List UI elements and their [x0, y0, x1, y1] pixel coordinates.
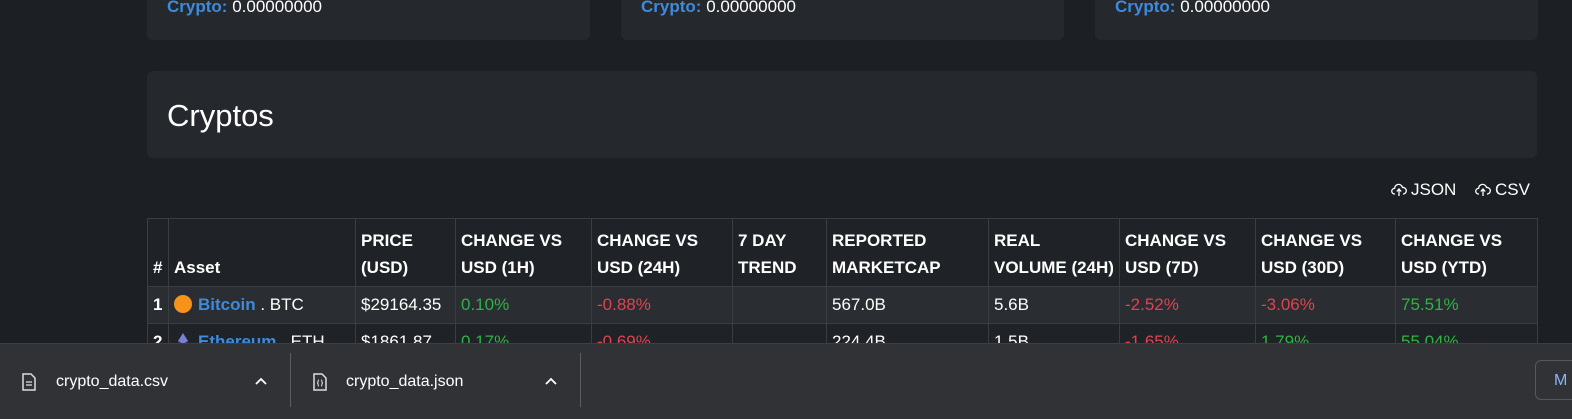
table-cell: 5.6B [988, 286, 1120, 324]
section-card: Cryptos [147, 71, 1537, 158]
table-cell [732, 286, 827, 324]
column-header: # [147, 218, 169, 287]
column-header: Asset [168, 218, 356, 287]
asset-name[interactable]: Bitcoin [198, 295, 256, 314]
cell-value: 1 [153, 295, 163, 314]
download-filename: crypto_data.csv [56, 372, 169, 390]
wallet-value: 0.00000000 [232, 0, 323, 16]
change-value: 75.51% [1401, 295, 1459, 314]
table-cell: $29164.35 [355, 286, 456, 324]
column-header: CHANGE VS USD (1H) [455, 218, 592, 287]
export-csv[interactable]: CSV [1475, 180, 1530, 200]
cloud-icon [1391, 183, 1407, 196]
wallet-label: Crypto: [1115, 0, 1176, 16]
change-value: 0.10% [461, 295, 510, 314]
change-value: -2.52% [1125, 295, 1179, 314]
wallet-card: Crypto: 0.00000000 [147, 0, 590, 40]
change-value: -0.88% [597, 295, 651, 314]
download-filename: crypto_data.json [346, 372, 464, 390]
file-icon [313, 372, 327, 391]
table-cell: -2.52% [1119, 286, 1256, 324]
cell-value: 567.0B [832, 295, 886, 314]
column-header: REPORTED MARKETCAP [826, 218, 989, 287]
table-cell: Bitcoin . BTC [168, 286, 356, 324]
header-row: # Asset PRICE (USD) CHANGE VS USD (1H) CHANG… [147, 218, 1538, 287]
table-cell: -3.06% [1255, 286, 1396, 324]
separator [580, 353, 581, 407]
crypto-table: # Asset PRICE (USD) CHANGE VS USD (1H) CHANG… [147, 218, 1538, 361]
cell-value: 5.6B [994, 295, 1029, 314]
column-header: CHANGE VS USD (YTD) [1395, 218, 1538, 287]
download-bar: crypto_data.csv crypto_data.json M [0, 343, 1572, 419]
table-row: 1 Bitcoin . BTC $29164.35 0.10% -0.88% 567.0B… [147, 286, 1538, 324]
download-item[interactable]: crypto_data.json [313, 344, 463, 419]
cell-value: $29164.35 [361, 295, 442, 314]
export-label: CSV [1495, 180, 1530, 199]
table-cell: 0.10% [455, 286, 592, 324]
cell-value: 2 [153, 332, 163, 351]
column-header: 7 DAY TREND [732, 218, 827, 287]
column-header: CHANGE VS USD (7D) [1119, 218, 1256, 287]
wallet-label: Crypto: [167, 0, 228, 16]
download-item[interactable]: crypto_data.csv [22, 344, 168, 419]
section-title: Cryptos [167, 98, 274, 133]
wallet-value: 0.00000000 [706, 0, 797, 16]
file-icon [22, 372, 36, 391]
table-cell: -0.88% [591, 286, 733, 324]
separator [290, 353, 291, 407]
wallet-card: Crypto: 0.00000000 [621, 0, 1064, 40]
column-header: PRICE (USD) [355, 218, 456, 287]
wallet-value: 0.00000000 [1180, 0, 1271, 16]
table-cell: 75.51% [1395, 286, 1538, 324]
export-json[interactable]: JSON [1391, 180, 1456, 200]
wallet-label: Crypto: [641, 0, 702, 16]
chevron[interactable] [544, 374, 558, 388]
table-cell: 567.0B [826, 286, 989, 324]
column-header: REAL VOLUME (24H) [988, 218, 1120, 287]
change-value: -3.06% [1261, 295, 1315, 314]
column-header: CHANGE VS USD (30D) [1255, 218, 1396, 287]
wallet-card: Crypto: 0.00000000 [1095, 0, 1538, 40]
button-label: M [1554, 372, 1568, 389]
show-all-button[interactable]: M [1535, 360, 1572, 400]
export-label: JSON [1411, 180, 1457, 199]
chevron[interactable] [254, 374, 268, 388]
table-cell: 1 [147, 286, 169, 324]
asset-symbol: . BTC [260, 295, 304, 314]
coin-icon [174, 295, 192, 313]
column-header: CHANGE VS USD (24H) [591, 218, 733, 287]
cloud-icon [1475, 183, 1491, 196]
